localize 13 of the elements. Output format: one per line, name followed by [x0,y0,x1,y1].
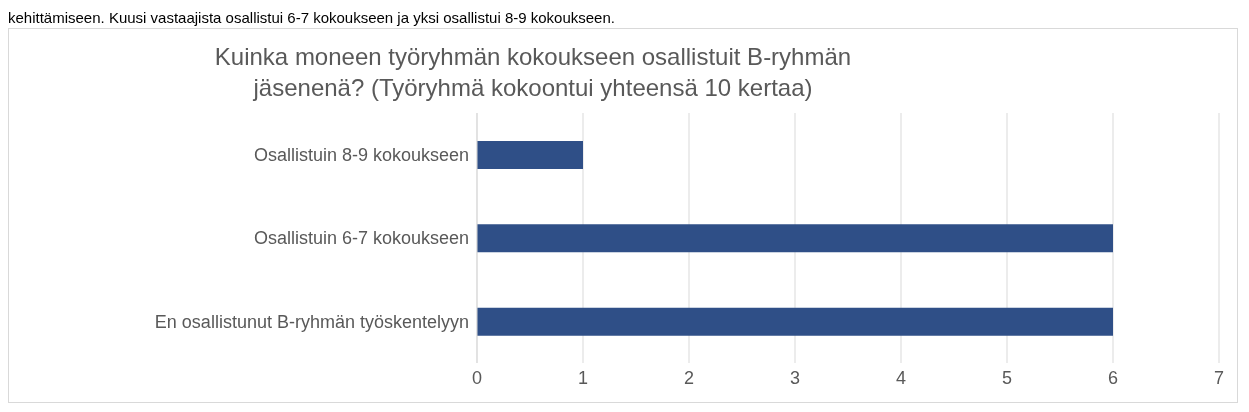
x-tick-label: 1 [577,367,589,388]
x-tick-label: 5 [1001,367,1013,388]
x-tick-label: 6 [1107,367,1119,388]
y-tick-label: Osallistuin 8-9 kokoukseen [253,145,469,166]
x-tick-label: 2 [683,367,695,388]
text: kehittämiseen. Kuusi vastaajista osallistui 6-7 kokoukseen ja yksi osallistui 8-9 kokoukseen. [8,8,616,28]
x-tick-label: 0 [471,367,483,388]
chart-title: Kuinka moneen työryhmän kokoukseen osallistuit B-ryhmän jäsenenä? (Työryhmä kokoontui yhteensä 10 kertaa) [213,42,853,103]
x-tick-label: 4 [895,367,907,388]
x-tick-label: 3 [789,367,801,388]
y-tick-label: En osallistunut B-ryhmän työskentelyyn [154,311,469,332]
x-tick-label: 7 [1213,367,1225,388]
y-tick-label: Osallistuin 6-7 kokoukseen [253,228,469,249]
